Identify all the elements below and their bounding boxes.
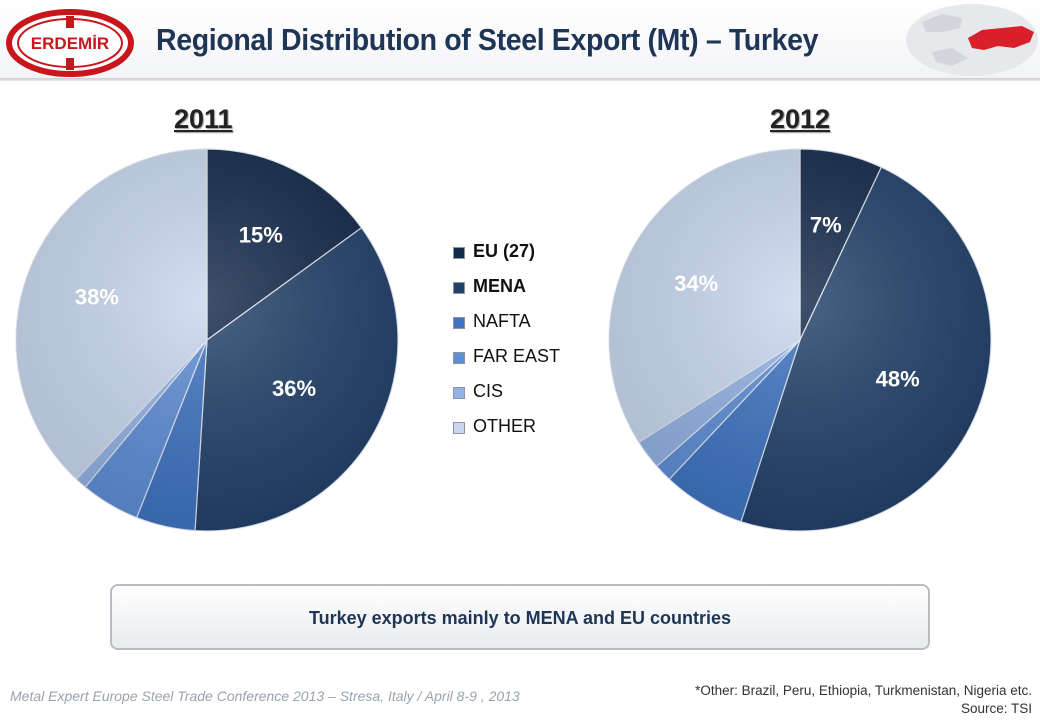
pie-chart-2011: 15% 36% 38% [15, 148, 399, 532]
page-title: Regional Distribution of Steel Export (M… [156, 22, 819, 57]
turkey-map-icon [906, 4, 1038, 76]
pie-data-label: 15% [239, 222, 283, 247]
legend-swatch [453, 247, 465, 259]
pie-data-label: 48% [876, 367, 920, 392]
legend-label: CIS [473, 381, 504, 401]
pie-data-label: 36% [272, 376, 316, 401]
source-credit: Source: TSI [960, 701, 1032, 716]
legend-swatch [453, 282, 465, 294]
header-divider [0, 78, 1040, 81]
callout-text: Turkey exports mainly to MENA and EU cou… [308, 608, 732, 628]
legend-label: MENA [473, 276, 526, 296]
pie-data-label: 34% [674, 271, 718, 296]
summary-callout: Turkey exports mainly to MENA and EU cou… [110, 584, 930, 650]
header-bar [0, 0, 1040, 80]
erdemir-logo: ERDEMİR [6, 9, 134, 77]
pie-chart-2012: 7% 48% 34% [608, 148, 992, 532]
legend-swatch [453, 352, 465, 364]
other-footnote: *Other: Brazil, Peru, Ethiopia, Turkmeni… [695, 683, 1032, 698]
pie-2011-title: 2011 [174, 104, 233, 134]
pie-data-label: 7% [810, 212, 842, 237]
conference-footer: Metal Expert Europe Steel Trade Conferen… [10, 688, 520, 704]
source-note: *Other: Brazil, Peru, Ethiopia, Turkmeni… [695, 682, 1032, 718]
pie-data-label: 38% [75, 284, 119, 309]
legend-label: OTHER [473, 416, 536, 436]
legend-label: EU (27) [473, 241, 536, 261]
logo-text: ERDEMİR [31, 34, 109, 53]
legend-swatch [453, 387, 465, 399]
legend-label: FAR EAST [473, 346, 561, 366]
legend-swatch [453, 317, 465, 329]
legend-swatch [453, 422, 465, 434]
legend-label: NAFTA [473, 311, 531, 331]
pie-2012-title: 2012 [770, 104, 831, 134]
